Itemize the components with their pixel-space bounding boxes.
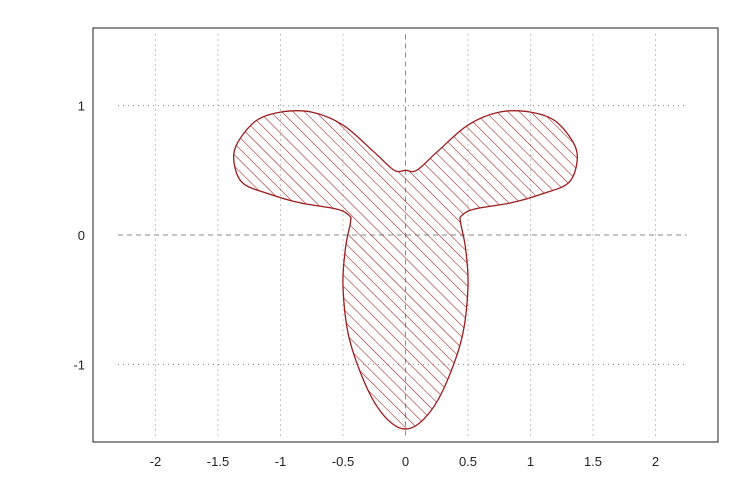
x-tick-label: 0 — [402, 454, 409, 469]
y-tick-label: -1 — [73, 357, 85, 372]
tick-label-layer: -2 -1.5 -1 -0.5 0 0.5 1 1.5 2 -1 0 1 — [73, 99, 659, 469]
fill-layer — [233, 110, 578, 430]
x-tick-label: -2 — [150, 454, 162, 469]
x-tick-label: 1.5 — [584, 454, 602, 469]
x-tick-label: -1.5 — [207, 454, 229, 469]
x-tick-label: 1 — [527, 454, 534, 469]
trefoil-region — [233, 110, 578, 430]
plot-frame — [92, 27, 719, 443]
x-tick-label: 2 — [652, 454, 659, 469]
x-tick-label: -0.5 — [332, 454, 354, 469]
x-tick-label: -1 — [275, 454, 287, 469]
y-tick-label: 1 — [78, 99, 85, 114]
y-tick-label: 0 — [78, 228, 85, 243]
x-tick-label: 0.5 — [459, 454, 477, 469]
